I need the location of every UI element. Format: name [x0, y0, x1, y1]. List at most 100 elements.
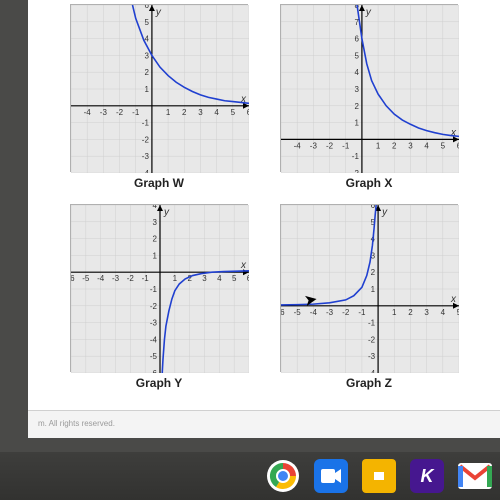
svg-text:-2: -2 [342, 308, 350, 317]
svg-text:-4: -4 [368, 369, 376, 373]
svg-text:6: 6 [247, 108, 249, 117]
page-footer: m. All rights reserved. [28, 410, 500, 438]
graph-z: -6-5-4-3-2-112345-4-3-2-1123456xy [280, 204, 458, 372]
svg-text:-3: -3 [310, 141, 318, 150]
slides-icon[interactable] [362, 459, 396, 493]
svg-text:2: 2 [354, 102, 359, 111]
svg-text:1: 1 [166, 108, 171, 117]
svg-text:-3: -3 [142, 152, 150, 161]
svg-text:5: 5 [441, 141, 446, 150]
svg-text:3: 3 [408, 141, 413, 150]
svg-text:3: 3 [144, 51, 149, 60]
svg-text:1: 1 [371, 285, 376, 294]
svg-text:6: 6 [457, 141, 459, 150]
svg-text:-3: -3 [112, 274, 120, 283]
svg-text:y: y [381, 207, 388, 218]
svg-text:-6: -6 [281, 308, 285, 317]
graph-w-label: Graph W [70, 176, 248, 190]
dock: K [0, 452, 500, 500]
svg-text:1: 1 [392, 308, 397, 317]
svg-text:1: 1 [144, 85, 149, 94]
svg-text:-2: -2 [142, 135, 150, 144]
svg-text:3: 3 [202, 274, 207, 283]
svg-text:5: 5 [232, 274, 237, 283]
page-content: -4-3-2-1123456-4-3-2-1123456xy Graph W -… [28, 0, 500, 410]
svg-text:-4: -4 [84, 108, 92, 117]
svg-text:-6: -6 [150, 369, 158, 373]
svg-text:6: 6 [247, 274, 249, 283]
graph-x: -4-3-2-1123456-2-112345678xy [280, 4, 458, 172]
svg-text:2: 2 [144, 68, 149, 77]
svg-text:-4: -4 [97, 274, 105, 283]
graph-y: -6-5-4-3-2-1123456-6-5-4-3-2-11234xy [70, 204, 248, 372]
svg-text:5: 5 [231, 108, 236, 117]
svg-text:3: 3 [153, 218, 158, 227]
graph-z-label: Graph Z [280, 376, 458, 390]
footer-text: m. All rights reserved. [38, 419, 115, 428]
svg-text:-3: -3 [368, 352, 376, 361]
svg-text:-1: -1 [142, 274, 150, 283]
svg-text:2: 2 [408, 308, 413, 317]
svg-text:1: 1 [354, 119, 359, 128]
browser-viewport: -4-3-2-1123456-4-3-2-1123456xy Graph W -… [28, 0, 500, 438]
svg-text:-2: -2 [352, 169, 360, 173]
svg-text:2: 2 [182, 108, 187, 117]
svg-text:3: 3 [354, 85, 359, 94]
svg-text:-3: -3 [100, 108, 108, 117]
gmail-icon[interactable] [458, 459, 492, 493]
svg-text:-5: -5 [294, 308, 302, 317]
svg-text:x: x [450, 294, 457, 305]
svg-text:6: 6 [371, 205, 376, 210]
svg-text:-5: -5 [150, 352, 158, 361]
svg-text:2: 2 [371, 268, 376, 277]
svg-text:-1: -1 [368, 319, 376, 328]
svg-text:4: 4 [424, 141, 429, 150]
svg-text:3: 3 [198, 108, 203, 117]
kahoot-icon[interactable]: K [410, 459, 444, 493]
graph-y-label: Graph Y [70, 376, 248, 390]
svg-text:4: 4 [153, 205, 158, 210]
svg-text:-4: -4 [150, 335, 158, 344]
graph-row-top: -4-3-2-1123456-4-3-2-1123456xy Graph W -… [38, 4, 490, 190]
panel-graph-x: -4-3-2-1123456-2-112345678xy Graph X [280, 4, 458, 190]
svg-text:-6: -6 [71, 274, 75, 283]
svg-text:-2: -2 [150, 302, 158, 311]
svg-text:-2: -2 [127, 274, 135, 283]
svg-text:6: 6 [144, 5, 149, 10]
svg-text:y: y [163, 207, 170, 218]
svg-text:-3: -3 [150, 319, 158, 328]
svg-text:5: 5 [457, 308, 459, 317]
svg-text:y: y [155, 7, 162, 18]
graph-row-bottom: -6-5-4-3-2-1123456-6-5-4-3-2-11234xy Gra… [38, 204, 490, 390]
graph-x-label: Graph X [280, 176, 458, 190]
meet-icon[interactable] [314, 459, 348, 493]
panel-graph-w: -4-3-2-1123456-4-3-2-1123456xy Graph W [70, 4, 248, 190]
svg-text:x: x [240, 260, 247, 271]
svg-text:2: 2 [153, 235, 158, 244]
panel-graph-y: -6-5-4-3-2-1123456-6-5-4-3-2-11234xy Gra… [70, 204, 248, 390]
svg-text:4: 4 [217, 274, 222, 283]
svg-text:4: 4 [441, 308, 446, 317]
svg-text:-5: -5 [82, 274, 90, 283]
svg-text:-1: -1 [358, 308, 366, 317]
svg-text:4: 4 [354, 68, 359, 77]
svg-text:-4: -4 [142, 169, 150, 173]
svg-text:1: 1 [173, 274, 178, 283]
svg-text:6: 6 [354, 35, 359, 44]
svg-text:5: 5 [144, 18, 149, 27]
svg-text:-2: -2 [116, 108, 124, 117]
svg-text:3: 3 [424, 308, 429, 317]
svg-text:5: 5 [354, 51, 359, 60]
svg-text:-1: -1 [132, 108, 140, 117]
svg-text:-1: -1 [342, 141, 350, 150]
svg-text:y: y [365, 7, 372, 18]
svg-text:-2: -2 [326, 141, 334, 150]
svg-text:-1: -1 [142, 119, 150, 128]
svg-text:2: 2 [392, 141, 397, 150]
svg-text:-2: -2 [368, 335, 376, 344]
svg-text:-4: -4 [294, 141, 302, 150]
svg-text:4: 4 [214, 108, 219, 117]
svg-text:-1: -1 [150, 285, 158, 294]
svg-text:-1: -1 [352, 152, 360, 161]
chrome-icon[interactable] [266, 459, 300, 493]
